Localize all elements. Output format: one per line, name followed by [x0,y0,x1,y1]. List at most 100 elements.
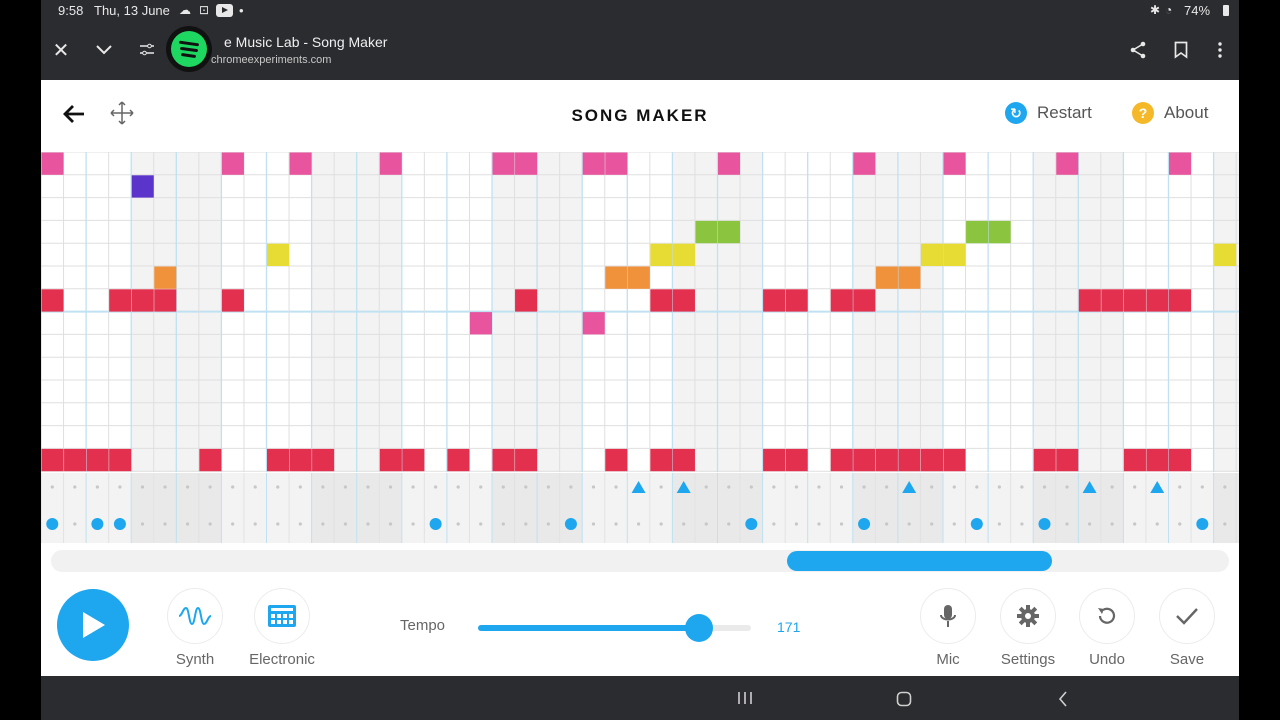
note-cell[interactable] [582,152,605,175]
note-cell[interactable] [1078,289,1101,312]
note-cell[interactable] [718,220,741,244]
note-cell[interactable] [41,448,64,472]
note-cell[interactable] [853,289,876,312]
rhythm-triangle[interactable] [1150,481,1165,493]
rhythm-dot[interactable] [564,518,577,530]
share-icon[interactable] [1124,36,1152,64]
chevron-down-icon[interactable] [90,36,118,64]
note-cell[interactable] [898,448,921,472]
rhythm-dot[interactable] [1196,518,1209,530]
note-cell[interactable] [875,448,898,472]
recent-apps-icon[interactable] [737,691,753,710]
note-cell[interactable] [447,448,470,472]
note-cell[interactable] [943,448,966,472]
rhythm-dot[interactable] [745,518,758,530]
note-cell[interactable] [402,448,425,472]
note-cell[interactable] [605,266,628,289]
note-cell[interactable] [199,448,222,472]
note-cell[interactable] [1056,152,1079,175]
note-cell[interactable] [1169,289,1192,312]
note-cell[interactable] [920,448,943,472]
settings-button[interactable]: Settings [983,588,1073,668]
note-cell[interactable] [492,448,515,472]
note-cell[interactable] [650,289,673,312]
more-vert-icon[interactable] [1206,36,1234,64]
note-cell[interactable] [672,243,695,266]
tempo-slider[interactable] [478,614,751,642]
note-cell[interactable] [875,266,898,289]
home-icon[interactable] [896,691,912,712]
note-cell[interactable] [966,220,989,244]
rhythm-dot[interactable] [91,518,104,530]
note-cell[interactable] [312,448,335,472]
note-cell[interactable] [379,152,402,175]
tempo-slider-knob[interactable] [685,614,714,642]
restart-button[interactable]: ↻ Restart [1005,102,1092,124]
note-cell[interactable] [672,448,695,472]
note-cell[interactable] [785,289,808,312]
note-cell[interactable] [221,289,244,312]
rhythm-dot[interactable] [429,518,442,530]
note-cell[interactable] [650,448,673,472]
note-cell[interactable] [718,152,741,175]
note-cell[interactable] [582,312,605,335]
note-cell[interactable] [1146,289,1169,312]
note-cell[interactable] [943,152,966,175]
note-cell[interactable] [1123,448,1146,472]
note-cell[interactable] [763,448,786,472]
note-cell[interactable] [1169,152,1192,175]
note-cell[interactable] [64,448,87,472]
rhythm-dot[interactable] [46,518,59,530]
timeline-scrollbar[interactable] [51,550,1229,572]
rhythm-triangle[interactable] [1082,481,1097,493]
note-cell[interactable] [785,448,808,472]
note-cell[interactable] [289,448,312,472]
note-cell[interactable] [605,152,628,175]
note-cell[interactable] [605,448,628,472]
note-cell[interactable] [695,220,718,244]
rhythm-triangle[interactable] [631,481,646,493]
note-cell[interactable] [853,152,876,175]
note-cell[interactable] [1123,289,1146,312]
note-cell[interactable] [267,243,290,266]
note-cell[interactable] [920,243,943,266]
note-cell[interactable] [853,448,876,472]
rhythm-triangle[interactable] [902,481,917,493]
note-cell[interactable] [154,289,177,312]
timeline-scrollbar-thumb[interactable] [787,551,1053,571]
note-cell[interactable] [1169,448,1192,472]
note-cell[interactable] [109,448,132,472]
synth-button[interactable]: Synth [150,588,240,668]
electronic-button[interactable]: Electronic [237,588,327,668]
note-cell[interactable] [627,266,650,289]
note-cell[interactable] [515,152,538,175]
back-arrow-icon[interactable] [63,104,85,129]
back-nav-icon[interactable] [1058,691,1068,712]
note-cell[interactable] [109,289,132,312]
spotify-icon[interactable] [166,26,212,72]
note-cell[interactable] [289,152,312,175]
note-cell[interactable] [41,152,64,175]
note-cell[interactable] [650,243,673,266]
note-cell[interactable] [221,152,244,175]
undo-button[interactable]: Undo [1062,588,1152,668]
note-cell[interactable] [830,289,853,312]
note-cell[interactable] [41,289,64,312]
note-cell[interactable] [1101,289,1124,312]
note-cell[interactable] [1033,448,1056,472]
note-cell[interactable] [492,152,515,175]
note-cell[interactable] [1056,448,1079,472]
note-cell[interactable] [469,312,492,335]
note-cell[interactable] [1214,243,1237,266]
close-icon[interactable]: ✕ [52,39,70,62]
rhythm-dot[interactable] [1038,518,1051,530]
note-cell[interactable] [672,289,695,312]
note-cell[interactable] [763,289,786,312]
note-cell[interactable] [898,266,921,289]
note-cell[interactable] [131,289,154,312]
rhythm-dot[interactable] [858,518,871,530]
note-cell[interactable] [515,448,538,472]
site-settings-icon[interactable] [133,36,161,64]
about-button[interactable]: ? About [1132,102,1208,124]
note-cell[interactable] [154,266,177,289]
